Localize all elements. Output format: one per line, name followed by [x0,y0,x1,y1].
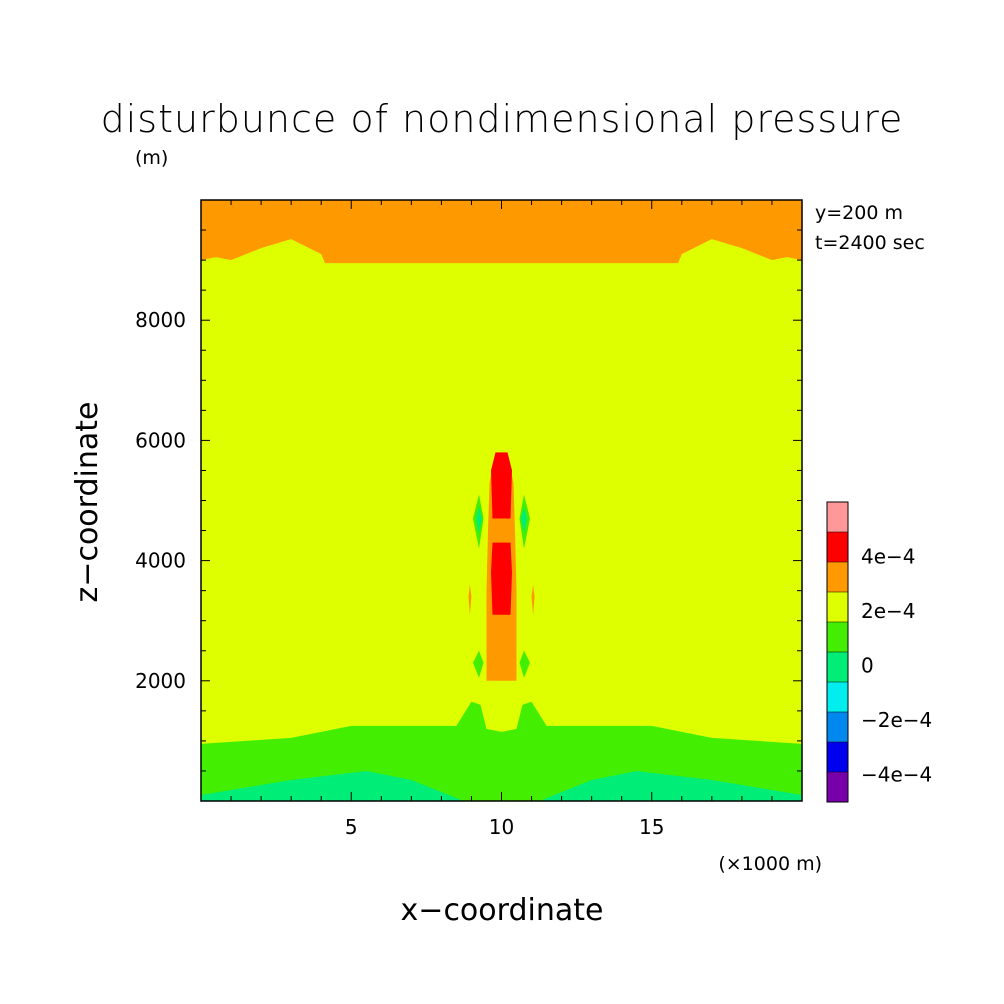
colorbar-label: −4e−4 [861,763,932,787]
contour-region-13 [468,584,472,615]
colorbar-swatch [827,772,848,802]
colorbar-swatch [827,592,848,622]
x-tick-label: 10 [489,815,514,839]
y-tick-label: 2000 [135,669,186,693]
contour-region-6 [491,542,512,615]
colorbar-label: 2e−4 [861,599,916,623]
annotation-t: t=2400 sec [815,232,925,254]
colorbar-swatch [827,622,848,652]
colorbar-swatch [827,712,848,742]
x-unit-note: (×1000 m) [718,853,822,875]
colorbar-label: 4e−4 [861,545,916,569]
x-tick-label: 5 [345,815,358,839]
contour-plot: 5 10 15 2000 4000 6000 8000 [135,199,803,839]
contour-region-14 [531,584,535,615]
annotation-y: y=200 m [815,202,903,224]
colorbar-swatch [827,652,848,682]
colorbar-label: 0 [861,654,874,678]
colorbar-swatch [827,682,848,712]
contour-regions [201,200,802,801]
colorbar-swatch [827,502,848,532]
y-tick-label: 4000 [135,549,186,573]
y-tick-label: 8000 [135,308,186,332]
colorbar-swatch [827,532,848,562]
contour-region-11 [473,650,484,678]
colorbar-swatch [827,742,848,772]
colorbar: 4e−4 2e−4 0 −2e−4 −4e−4 [826,501,932,803]
contour-region-5 [491,452,512,519]
chart-units: (m) [135,147,168,169]
contour-region-9 [476,506,482,534]
x-axis-label: x−coordinate [401,893,604,928]
chart-title: disturbunce of nondimensional pressure [101,97,904,141]
colorbar-label: −2e−4 [861,708,932,732]
x-tick-label: 15 [639,815,664,839]
y-axis-label: z−coordinate [70,402,105,603]
contour-region-10 [521,506,527,534]
y-tick-label: 6000 [135,428,186,452]
colorbar-swatch [827,562,848,592]
contour-region-12 [519,650,530,678]
contour-region-1 [201,263,802,483]
axis-ticks: 5 10 15 2000 4000 6000 8000 [135,200,802,839]
